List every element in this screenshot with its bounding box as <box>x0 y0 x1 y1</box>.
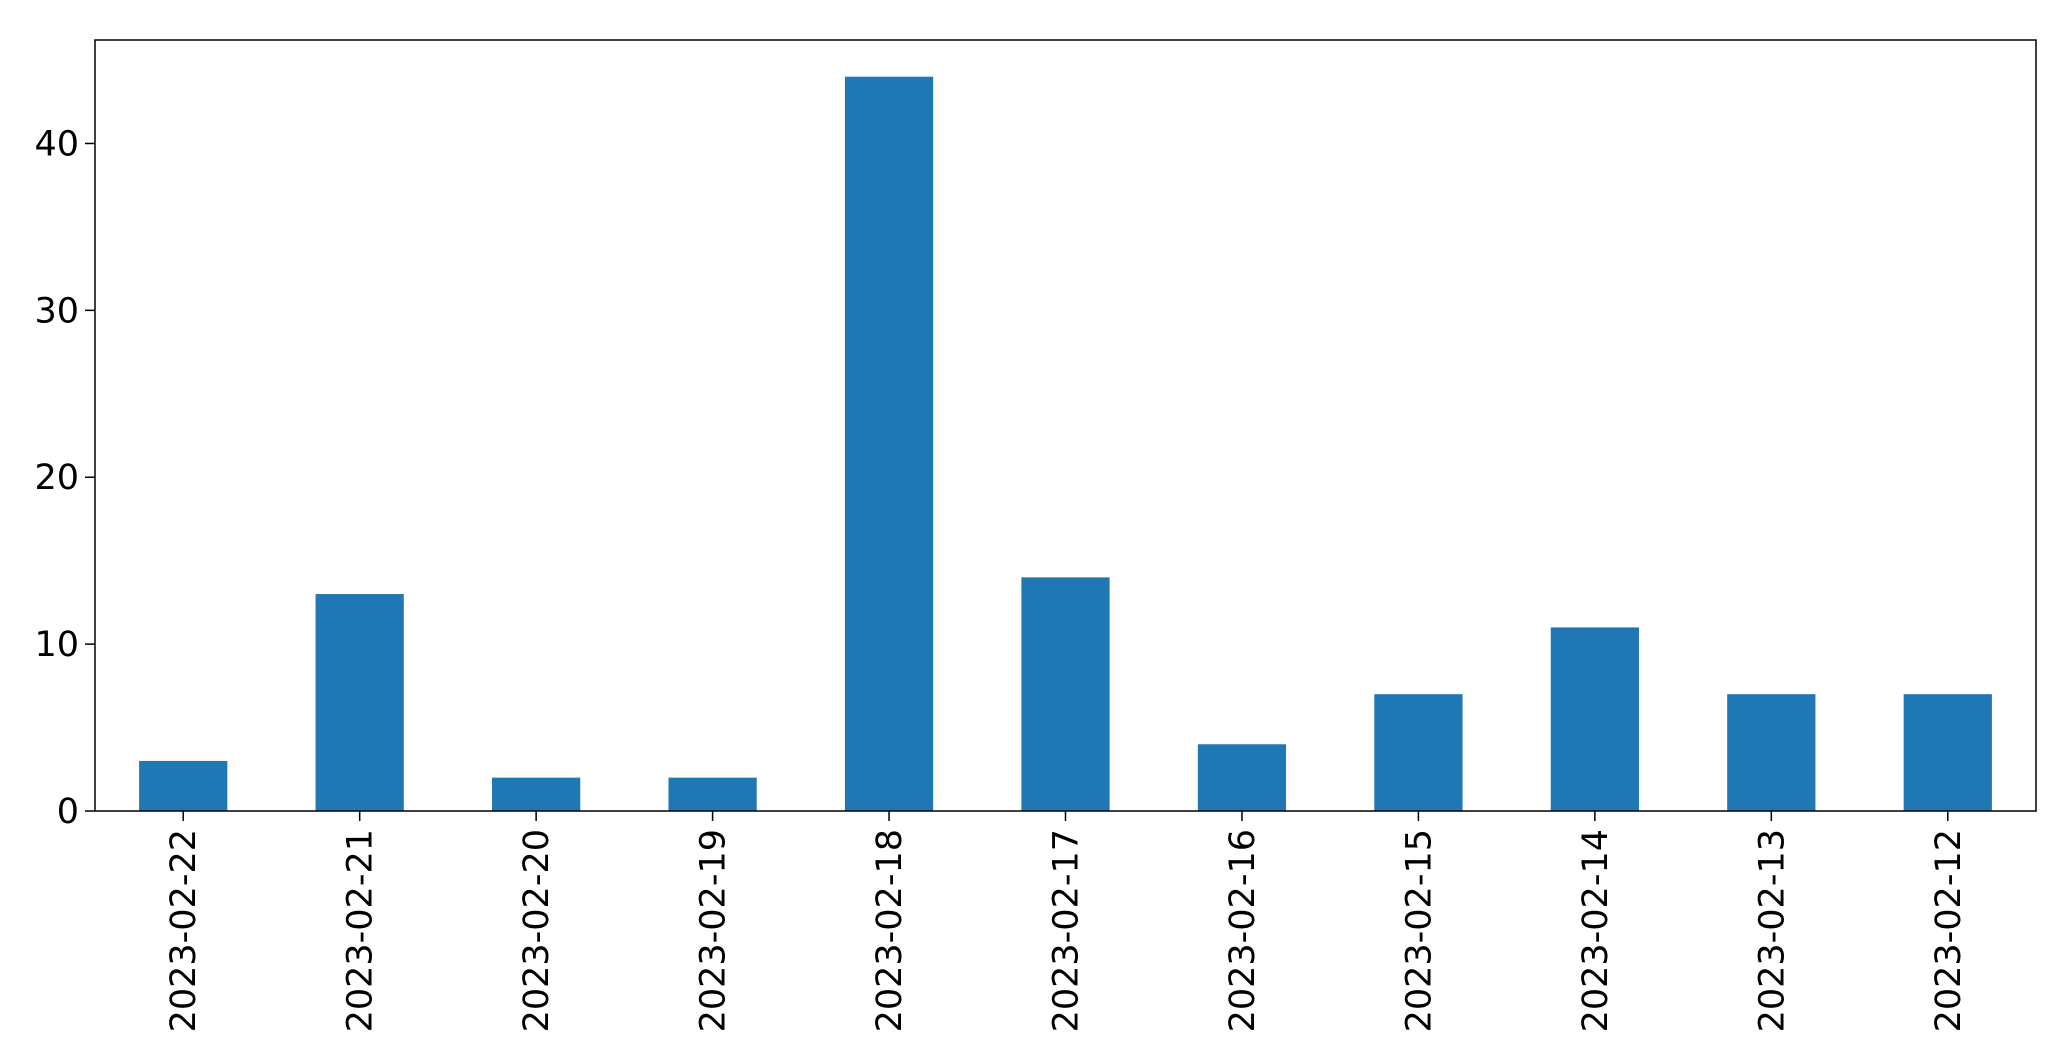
y-tick-label: 40 <box>34 124 79 164</box>
plot-area <box>139 76 1992 811</box>
x-tick-label: 2023-02-20 <box>517 829 557 1032</box>
y-tick-label: 30 <box>34 291 79 331</box>
x-axis: 2023-02-22 2023-02-21 2023-02-20 2023-02-19… <box>164 811 1969 1032</box>
x-tick-label: 2023-02-14 <box>1576 829 1616 1032</box>
bar-2023-02-19 <box>668 777 757 811</box>
x-tick-label: 2023-02-19 <box>694 829 734 1032</box>
y-tick-label: 20 <box>34 458 79 498</box>
axes-frame <box>94 39 2037 812</box>
bar-2023-02-21 <box>315 594 404 811</box>
y-tick-label: 10 <box>34 625 79 665</box>
bar-2023-02-15 <box>1374 694 1463 811</box>
bar-2023-02-12 <box>1903 694 1992 811</box>
x-tick-label: 2023-02-13 <box>1752 829 1792 1032</box>
y-tick-label: 0 <box>57 792 79 832</box>
x-tick-label: 2023-02-18 <box>870 829 910 1032</box>
x-tick-label: 2023-02-12 <box>1929 829 1969 1032</box>
bar-2023-02-22 <box>139 760 228 811</box>
bar-2023-02-14 <box>1550 627 1639 811</box>
bar-2023-02-18 <box>844 76 934 811</box>
x-tick-label: 2023-02-22 <box>164 829 204 1032</box>
y-axis: 0 10 20 30 40 <box>34 124 95 832</box>
x-tick-label: 2023-02-21 <box>341 829 381 1032</box>
bar-2023-02-16 <box>1197 744 1287 811</box>
bar-2023-02-20 <box>492 777 581 811</box>
x-tick-label: 2023-02-17 <box>1047 829 1087 1032</box>
x-tick-label: 2023-02-15 <box>1399 829 1439 1032</box>
x-tick-label: 2023-02-16 <box>1223 829 1263 1032</box>
bar-2023-02-17 <box>1021 577 1110 811</box>
bar-2023-02-13 <box>1727 694 1816 811</box>
